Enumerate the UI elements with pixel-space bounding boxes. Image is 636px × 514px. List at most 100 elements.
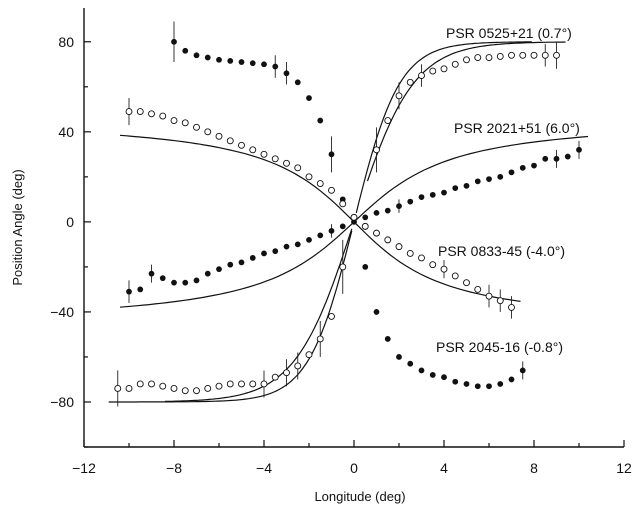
data-point	[530, 51, 538, 59]
data-point	[306, 95, 312, 101]
data-point	[384, 207, 391, 214]
data-point	[395, 243, 403, 251]
data-point	[294, 362, 302, 370]
data-point	[553, 51, 560, 59]
x-tick-label: −4	[256, 460, 272, 476]
data-point	[440, 65, 448, 73]
data-point	[452, 378, 459, 385]
data-point	[317, 117, 324, 124]
data-point	[215, 132, 223, 140]
data-point	[429, 67, 437, 75]
data-point	[474, 285, 482, 293]
x-tick-label: 4	[440, 460, 448, 476]
data-point	[531, 162, 537, 169]
data-point	[159, 275, 166, 282]
data-point	[328, 312, 335, 320]
data-point	[451, 60, 459, 68]
data-point	[226, 137, 234, 145]
data-point	[148, 110, 155, 118]
data-point	[204, 270, 211, 277]
data-point	[136, 380, 144, 388]
y-tick-label: 40	[58, 124, 74, 140]
data-point	[136, 108, 144, 116]
data-point	[328, 151, 335, 158]
data-point	[497, 173, 504, 180]
data-point	[519, 51, 527, 59]
data-point	[226, 380, 234, 388]
y-tick-label: 80	[58, 34, 74, 50]
data-point	[181, 387, 189, 395]
data-point	[441, 189, 447, 196]
data-point	[305, 351, 313, 359]
data-point	[193, 387, 200, 395]
data-point	[519, 164, 526, 171]
data-point	[159, 112, 167, 120]
y-tick-label: −80	[50, 394, 74, 410]
data-point	[328, 227, 335, 234]
data-point	[170, 385, 178, 392]
data-point	[249, 254, 256, 261]
series-label: PSR 0525+21 (0.7°)	[446, 25, 572, 41]
data-point	[125, 108, 133, 116]
x-tick-label: 8	[530, 460, 538, 476]
data-point	[362, 263, 369, 270]
data-point	[508, 303, 515, 311]
data-point	[474, 383, 481, 390]
data-point	[193, 123, 200, 131]
data-point	[261, 61, 267, 68]
data-point	[272, 63, 279, 70]
data-point	[249, 60, 256, 67]
data-point	[373, 146, 380, 154]
fit-curve-4	[355, 41, 532, 214]
data-point	[418, 254, 425, 262]
data-point	[406, 78, 414, 86]
data-point	[576, 146, 582, 153]
data-point	[294, 241, 301, 248]
y-tick-label: 0	[66, 214, 74, 230]
data-point	[328, 186, 335, 194]
data-point	[171, 279, 177, 286]
data-point	[350, 213, 358, 221]
data-point	[148, 380, 155, 388]
data-point	[238, 259, 245, 266]
fit-curve-3	[119, 134, 521, 302]
data-point	[238, 141, 245, 149]
series-label: PSR 2021+51 (6.0°)	[454, 120, 580, 136]
x-tick-label: 0	[350, 460, 358, 476]
data-point	[384, 117, 392, 125]
data-point	[418, 194, 425, 201]
data-point	[294, 79, 301, 86]
data-point	[294, 164, 302, 172]
data-point	[305, 173, 313, 181]
data-point	[508, 376, 515, 383]
y-axis-label: Position Angle (deg)	[10, 169, 25, 285]
series-label: PSR 2045-16 (-0.8°)	[436, 339, 563, 355]
data-point	[418, 72, 425, 79]
fit-curve-0	[165, 228, 353, 402]
data-point	[452, 185, 459, 192]
data-point	[227, 261, 234, 268]
data-point	[485, 292, 493, 300]
data-point	[429, 191, 436, 198]
data-point	[249, 146, 257, 154]
data-point	[362, 214, 369, 221]
y-tick-label: −40	[50, 304, 74, 320]
data-point	[564, 153, 571, 160]
series-labels: PSR 0525+21 (0.7°) PSR 2021+51 (6.0°) PSR …	[436, 25, 580, 355]
data-point	[429, 372, 436, 378]
data-point	[339, 223, 346, 230]
data-point	[171, 38, 177, 45]
data-point	[541, 51, 549, 59]
data-point	[114, 385, 122, 392]
data-point	[148, 270, 155, 277]
data-point	[553, 155, 560, 162]
data-point	[271, 155, 279, 163]
data-point	[283, 369, 290, 377]
data-point	[463, 279, 470, 287]
data-point	[238, 59, 245, 65]
data-point	[227, 58, 234, 64]
data-point	[182, 279, 189, 286]
data-point	[429, 261, 437, 269]
series-label: PSR 0833-45 (-4.0°)	[438, 243, 565, 259]
